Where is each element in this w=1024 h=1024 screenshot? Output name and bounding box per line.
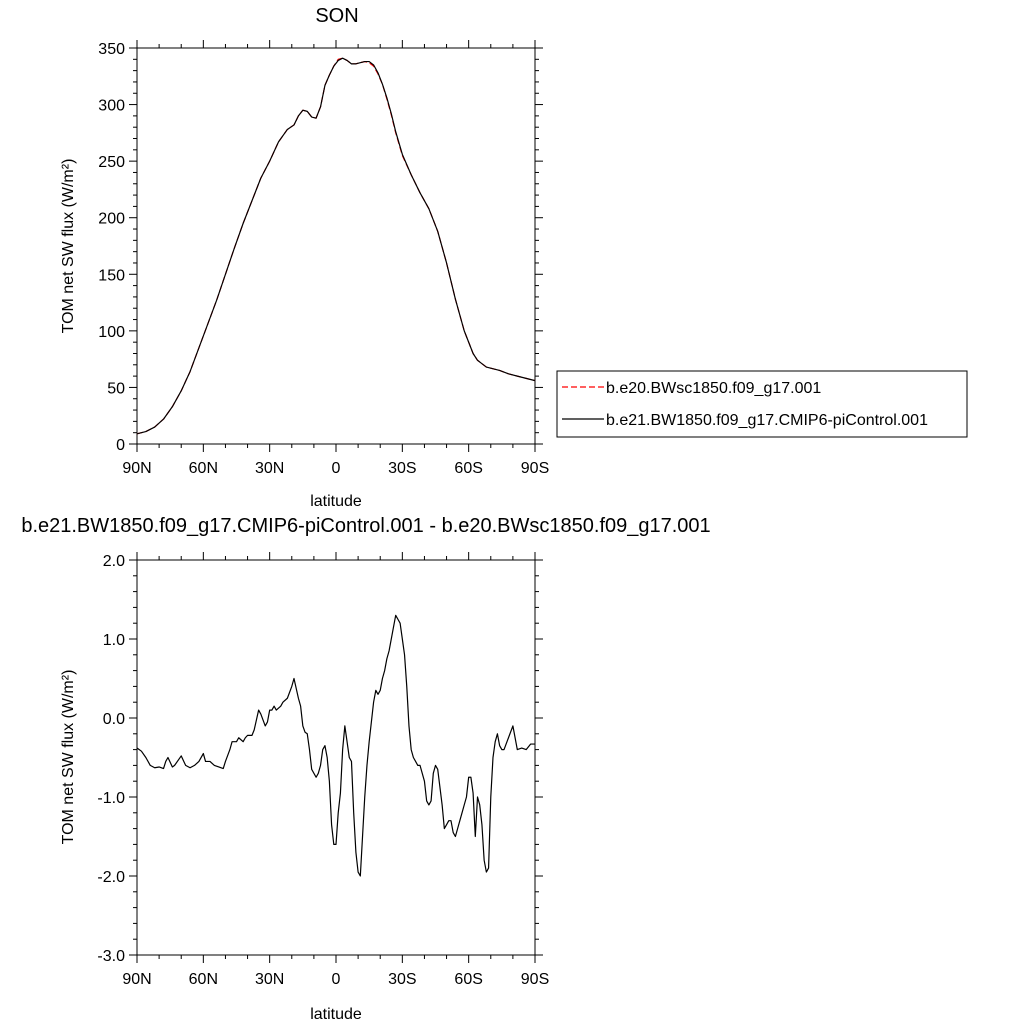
top-panel-x-tick-label: 60S [454,460,482,477]
bottom-panel-title: b.e21.BW1850.f09_g17.CMIP6-piControl.001… [21,515,710,537]
top-panel-series-line-1 [136,57,536,435]
bottom-panel-y-tick-label: -1.0 [97,790,125,807]
top-panel-y-tick-label: 150 [98,267,125,284]
bottom-panel-series-line-1 [136,614,535,877]
top-panel-x-tick-label: 0 [332,460,341,477]
top-panel-y-tick-label: 200 [98,211,125,228]
bottom-panel-plot-frame [136,559,536,956]
bottom-panel-x-tick-label: 90S [521,971,549,988]
top-panel-series [136,57,536,435]
bottom-panel-x-tick-label: 30S [388,971,416,988]
bottom-panel: b.e21.BW1850.f09_g17.CMIP6-piControl.001… [21,515,710,1023]
bottom-panel-y-tick-label: -2.0 [97,869,125,886]
bottom-panel-y-tick-label: -3.0 [97,948,125,965]
top-panel-y-tick-label: 250 [98,154,125,171]
bottom-panel-y-axis-label: TOM net SW flux (W/m²) [60,670,77,845]
bottom-panel-x-tick-label: 60N [189,971,218,988]
top-panel-x-tick-label: 30S [388,460,416,477]
legend: b.e20.BWsc1850.f09_g17.001 b.e21.BW1850.… [556,370,968,438]
top-panel-x-tick-label: 30N [255,460,284,477]
top-panel-y-tick-label: 100 [98,324,125,341]
bottom-panel-axes: 90N 60N 30N 0 30S 60S 90S -3.0 -2.0 -1.0 0.0 1.0 2.0 [97,552,549,988]
top-panel-x-tick-label: 60N [189,460,218,477]
top-panel-title: SON [315,5,358,27]
top-panel: SON 90N 60N 30N 0 30S 60S 90S 0 50 100 150 200 250 30… [60,5,549,510]
bottom-panel-y-tick-label: 1.0 [103,632,125,649]
bottom-panel-x-tick-label: 0 [332,971,341,988]
bottom-panel-x-tick-label: 90N [122,971,151,988]
legend-box [556,370,968,438]
top-panel-y-tick-label: 50 [107,380,125,397]
legend-label-series-2: b.e21.BW1850.f09_g17.CMIP6-piControl.001 [606,412,928,429]
bottom-panel-x-tick-label: 30N [255,971,284,988]
bottom-panel-x-axis-label: latitude [310,1006,362,1023]
top-panel-y-tick-label: 350 [98,41,125,58]
top-panel-x-tick-label: 90S [521,460,549,477]
legend-label-series-1: b.e20.BWsc1850.f09_g17.001 [606,380,821,397]
bottom-panel-x-tick-label: 60S [454,971,482,988]
bottom-panel-series [136,614,535,877]
top-panel-series-line-2 [136,57,536,435]
top-panel-y-axis-label: TOM net SW flux (W/m²) [60,159,77,334]
top-panel-x-axis-label: latitude [310,493,362,510]
top-panel-plot-frame [136,47,536,445]
top-panel-axes: 90N 60N 30N 0 30S 60S 90S 0 50 100 150 200 250 300 350 [98,40,549,477]
bottom-panel-y-tick-label: 2.0 [103,553,125,570]
bottom-panel-y-tick-label: 0.0 [103,711,125,728]
top-panel-y-tick-label: 300 [98,98,125,115]
top-panel-x-tick-label: 90N [122,460,151,477]
top-panel-y-tick-label: 0 [116,437,125,454]
